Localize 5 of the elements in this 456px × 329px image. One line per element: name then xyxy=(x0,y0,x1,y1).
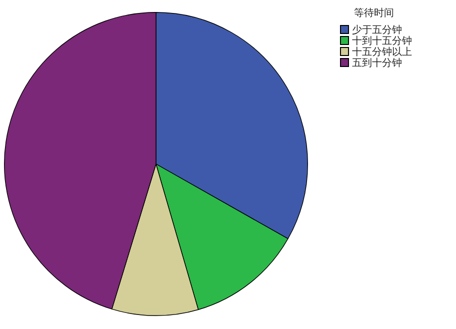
legend-label: 十到十五分钟 xyxy=(352,35,412,46)
legend-label: 少于五分钟 xyxy=(352,24,402,36)
legend-label: 五到十分钟 xyxy=(352,56,402,70)
legend-title: 等待时间 xyxy=(354,6,395,20)
legend-label: 十五分钟以上 xyxy=(352,46,412,58)
